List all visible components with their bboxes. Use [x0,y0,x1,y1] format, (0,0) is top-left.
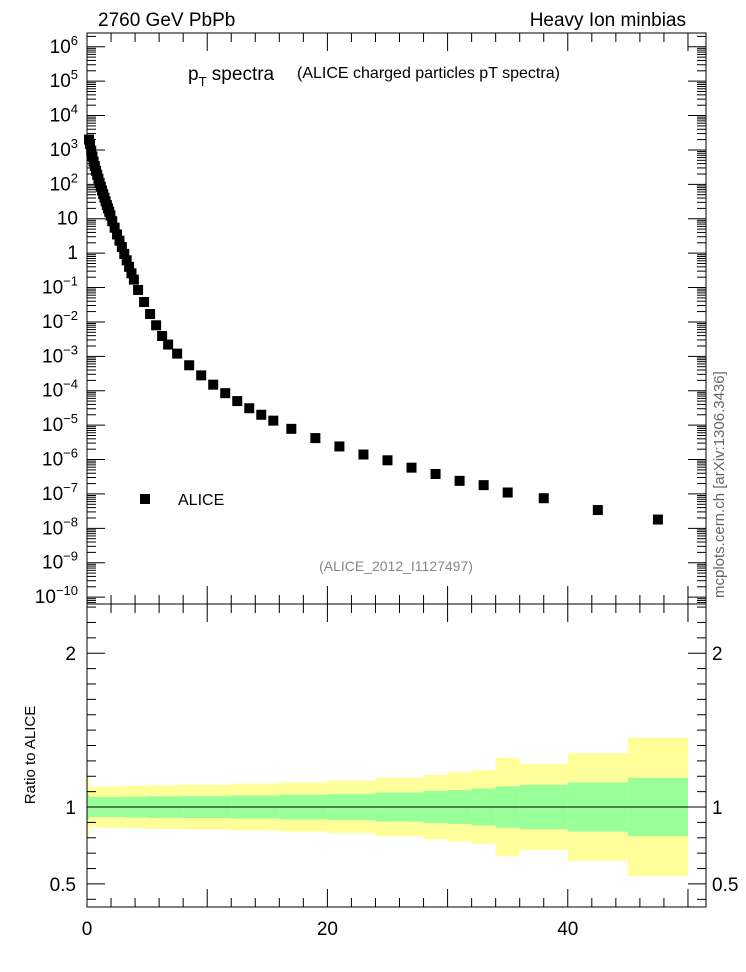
plot-title: pT spectra [188,64,275,89]
y-tick-label: 10−10 [35,583,78,608]
data-point [109,222,120,233]
ratio-panel: 0.5 0.5 1 1 2 2 0 20 40 Ratio to ALICE [22,603,739,940]
data-point [334,441,345,452]
data-point [358,449,369,460]
data-point [172,348,183,359]
y-tick-label: 10−7 [42,480,78,505]
y-tick-label: 10−9 [42,549,78,574]
data-point [454,475,465,486]
data-point [85,138,96,149]
data-point [538,493,549,504]
data-point [124,261,135,272]
y-tick-label: 10−3 [42,342,78,367]
data-point [652,514,663,525]
data-point [121,255,132,266]
data-point [310,433,321,444]
y-tick-label: 10−4 [42,377,78,402]
y-tick-label: 10−6 [42,446,78,471]
x-tick-labels: 0 20 40 [82,919,579,940]
y-tick-label: 10−1 [42,274,78,299]
data-point [133,284,144,295]
y-tick-label: 103 [50,136,78,161]
data-point [268,415,279,426]
alice-data-points [84,134,663,525]
data-point [112,229,123,240]
x-tick-label: 0 [82,919,93,940]
header-left: 2760 GeV PbPb [98,10,235,31]
y-tick-label: 1 [67,243,78,264]
y-tick-label: 10 [57,209,78,230]
data-point [208,379,219,390]
data-point [126,268,137,279]
data-point [286,423,297,434]
data-point [256,409,267,420]
data-point [107,216,118,227]
data-point [502,487,513,498]
spectrum-frame [86,32,707,605]
data-point [151,320,162,331]
spectrum-panel: 10−10 10−9 10−8 10−7 10−6 10−5 10−4 10−3 10−2 10−… [35,32,707,608]
legend-label: ALICE [178,492,224,509]
top-y-tick-labels: 10−10 10−9 10−8 10−7 10−6 10−5 10−4 10−3 10−2 10−… [35,33,78,608]
data-point [119,248,130,259]
data-point [220,388,231,399]
ratio-y-tick-label-left: 2 [65,644,76,665]
data-point [105,210,116,221]
data-point [184,360,195,371]
data-point [196,370,207,381]
y-tick-label: 104 [50,102,78,127]
y-tick-label: 105 [50,67,78,92]
data-point [116,242,127,253]
y-tick-label: 10−5 [42,411,78,436]
ratio-y-tick-label-left: 0.5 [50,875,76,896]
data-point [145,309,156,320]
side-label: mcplots.cern.ch [arXiv:1306.3436] [711,371,728,598]
y-tick-label: 10−2 [42,308,78,333]
data-point [244,403,255,414]
y-tick-label: 10−8 [42,514,78,539]
data-point [86,145,97,156]
x-tick-label: 20 [317,919,338,940]
data-point [163,339,174,350]
ratio-y-tick-label-left: 1 [65,798,76,819]
analysis-tag: (ALICE_2012_I1127497) [319,558,473,574]
y-tick-label: 106 [50,33,78,58]
data-point [478,480,489,491]
ratio-y-tick-label-right: 1 [712,798,723,819]
data-point [406,462,417,473]
y-tick-label: 102 [50,170,78,195]
ratio-panel-ticks [86,604,706,907]
data-point [382,455,393,466]
data-point [128,274,139,285]
x-tick-label: 40 [557,919,578,940]
data-point [114,235,125,246]
header-right: Heavy Ion minbias [530,10,686,31]
plot-subtitle: (ALICE charged particles pT spectra) [297,65,560,82]
ratio-y-tick-labels: 0.5 0.5 1 1 2 2 [50,644,739,896]
top-panel-ticks [86,33,706,604]
legend-marker [140,494,150,504]
ratio-y-tick-label-right: 0.5 [712,875,738,896]
ratio-y-axis-label: Ratio to ALICE [22,706,39,804]
ratio-frame [86,603,707,908]
data-point [430,468,441,479]
data-point [232,396,243,407]
data-point [87,151,98,162]
ratio-y-tick-label-right: 2 [712,644,723,665]
data-point [139,296,150,307]
data-point [592,505,603,516]
data-point [157,331,168,342]
